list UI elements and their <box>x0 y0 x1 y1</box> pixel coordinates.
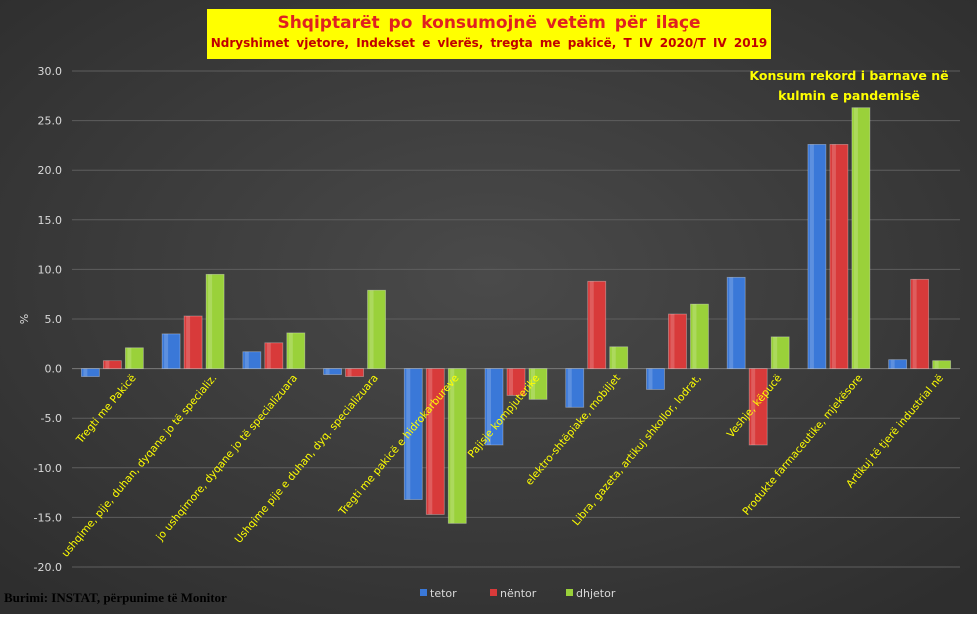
legend-swatch-tetor <box>420 589 427 596</box>
bar-dhjetor-6 <box>609 346 629 370</box>
bar-dhjetor-2 <box>286 332 306 370</box>
bar-highlight <box>670 314 675 369</box>
bar-highlight <box>208 274 213 369</box>
bar-highlight <box>186 316 191 369</box>
annotation-text: kulmin e pandemisë <box>778 88 920 103</box>
bar-highlight <box>266 342 271 369</box>
bar-highlight <box>611 346 616 369</box>
chart-title: Shqiptarët po konsumojnë vetëm për ilaçe <box>277 13 701 33</box>
y-tick-label: 30.0 <box>38 65 63 78</box>
legend-swatch-nëntor <box>490 589 497 596</box>
bar-nëntor-2 <box>264 342 284 370</box>
bar-highlight <box>912 279 917 369</box>
bar-highlight <box>648 368 653 390</box>
bar-nëntor-6 <box>587 280 607 369</box>
bar-nëntor-10 <box>910 278 930 370</box>
bar-highlight <box>589 281 594 369</box>
bar-highlight <box>244 351 249 369</box>
bar-layer <box>80 107 952 524</box>
bar-highlight <box>809 144 814 369</box>
chart-subtitle: Ndryshimet vjetore, Indekset e vlerës, t… <box>210 36 768 50</box>
bar-tetor-6 <box>565 368 585 408</box>
bar-dhjetor-10 <box>932 360 952 370</box>
bar-highlight <box>567 368 572 408</box>
bar-tetor-1 <box>161 333 181 370</box>
chart-title-box: Shqiptarët po konsumojnë vetëm për ilaçe… <box>207 9 771 59</box>
annotation-layer: Konsum rekord i barnave në kulmin e pande… <box>749 68 948 103</box>
bar-highlight <box>325 368 330 375</box>
bar-tetor-4 <box>403 368 423 500</box>
bar-tetor-5 <box>484 368 504 446</box>
bar-highlight <box>853 107 858 369</box>
bar-dhjetor-9 <box>851 107 871 369</box>
y-tick-label: 15.0 <box>38 214 63 227</box>
bar-highlight <box>105 360 110 369</box>
bar-tetor-2 <box>242 351 262 369</box>
bar-highlight <box>428 368 433 515</box>
bar-nëntor-4 <box>425 368 445 515</box>
bar-highlight <box>127 347 132 369</box>
y-tick-label: 20.0 <box>38 164 63 177</box>
bar-highlight <box>751 368 756 445</box>
bar-highlight <box>729 277 734 369</box>
bar-highlight <box>347 368 352 377</box>
y-tick-label: 25.0 <box>38 115 63 128</box>
bar-highlight <box>450 368 455 524</box>
y-tick-label: 0.0 <box>45 363 63 376</box>
bar-tetor-9 <box>807 144 827 370</box>
legend-layer: tetor nëntor dhjetor <box>420 587 616 600</box>
legend-label-dhjetor: dhjetor <box>576 587 616 600</box>
bar-tetor-10 <box>888 359 908 369</box>
grid-layer <box>72 70 960 568</box>
bar-highlight <box>164 333 169 369</box>
bar-dhjetor-3 <box>367 289 386 369</box>
axis-layer: 30.0 25.0 20.0 15.0 10.0 5.0 0.0 -5.0 -10.0 -15.0… <box>18 65 62 574</box>
annotation-text: Konsum rekord i barnave në <box>749 68 948 83</box>
bar-tetor-8 <box>726 276 746 369</box>
y-axis-label: % <box>18 314 31 324</box>
bar-nëntor-1 <box>183 315 203 369</box>
legend-label-tetor: tetor <box>430 587 457 600</box>
bar-highlight <box>692 304 697 369</box>
bar-highlight <box>531 368 535 400</box>
bar-nëntor-3 <box>345 368 364 377</box>
y-tick-label: 5.0 <box>45 313 63 326</box>
y-tick-label: -10.0 <box>34 462 62 475</box>
bar-nëntor-5 <box>506 368 526 396</box>
bar-highlight <box>773 336 778 369</box>
y-tick-label: 10.0 <box>38 263 63 276</box>
bar-highlight <box>934 360 939 369</box>
bar-dhjetor-0 <box>124 347 144 370</box>
bar-highlight <box>509 368 513 396</box>
bar-dhjetor-7 <box>690 303 709 369</box>
bar-nëntor-7 <box>668 313 687 370</box>
y-tick-label: -20.0 <box>34 561 62 574</box>
bar-dhjetor-1 <box>205 273 225 369</box>
bar-tetor-3 <box>323 368 342 375</box>
legend-swatch-dhjetor <box>566 589 573 596</box>
bar-dhjetor-4 <box>447 368 467 524</box>
bar-nëntor-9 <box>829 144 849 370</box>
bar-dhjetor-8 <box>770 336 790 369</box>
bar-highlight <box>288 332 293 369</box>
bar-highlight <box>406 368 411 500</box>
bar-tetor-0 <box>80 368 100 377</box>
bar-dhjetor-5 <box>528 368 548 400</box>
y-tick-label: -15.0 <box>34 511 62 524</box>
bar-highlight <box>369 290 374 369</box>
bar-tetor-7 <box>646 368 665 390</box>
bar-highlight <box>487 368 491 445</box>
bar-highlight <box>831 144 836 369</box>
bar-nëntor-8 <box>748 368 768 446</box>
bar-highlight <box>890 359 895 369</box>
y-tick-label: -5.0 <box>41 412 62 425</box>
bar-highlight <box>83 368 88 377</box>
bar-nëntor-0 <box>102 360 122 370</box>
legend-label-nëntor: nëntor <box>500 587 537 600</box>
source-note: Burimi: INSTAT, përpunime të Monitor <box>4 590 227 605</box>
